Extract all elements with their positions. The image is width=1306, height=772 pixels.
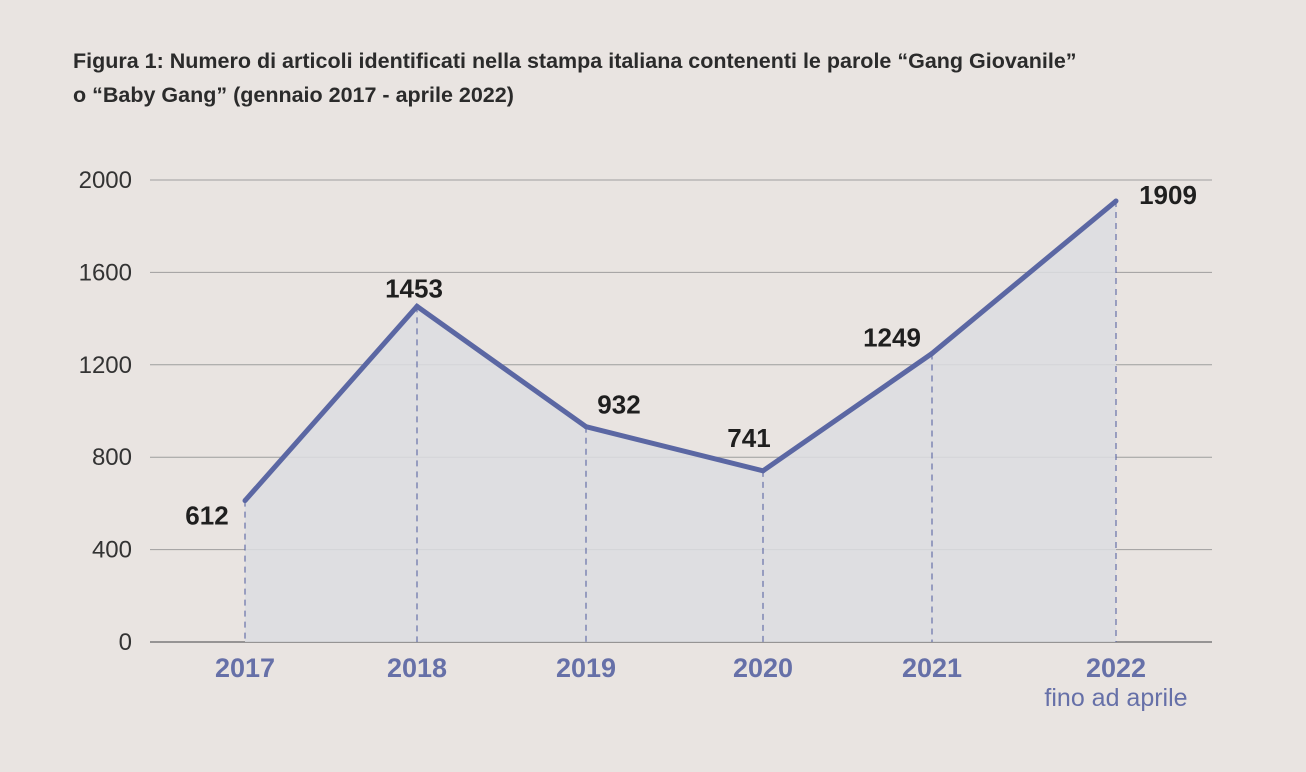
x-category-label-2019: 2019 — [556, 653, 616, 683]
y-tick-label: 0 — [119, 629, 132, 656]
data-label-2019: 932 — [597, 390, 640, 420]
chart-title: Figura 1: Numero di articoli identificat… — [73, 44, 1273, 112]
chart-title-line-1: Figura 1: Numero di articoli identificat… — [73, 49, 1077, 73]
y-tick-label: 800 — [92, 444, 132, 471]
x-category-note: fino ad aprile — [1044, 684, 1187, 712]
data-label-2020: 741 — [727, 423, 770, 453]
x-category-label-2021: 2021 — [902, 653, 962, 683]
data-labels: 612 1453 932 741 1249 1909 — [185, 180, 1197, 531]
y-tick-label: 400 — [92, 537, 132, 564]
y-tick-label: 1600 — [79, 259, 132, 286]
data-label-2017: 612 — [185, 501, 228, 531]
data-point-2018 — [414, 303, 420, 309]
area-fill-shape — [245, 201, 1116, 642]
data-point-2022 — [1113, 198, 1119, 204]
data-point-2019 — [583, 424, 589, 430]
data-label-2018: 1453 — [385, 273, 443, 303]
data-point-2020 — [760, 468, 766, 474]
x-category-label-2022: 2022 — [1086, 653, 1146, 683]
x-category-label-2017: 2017 — [215, 653, 275, 683]
data-label-2022: 1909 — [1139, 180, 1197, 210]
data-point-2017 — [242, 498, 248, 504]
y-axis-tick-labels: 0 400 800 1200 1600 2000 — [79, 167, 132, 656]
series-polyline — [243, 199, 1118, 503]
series-line — [242, 198, 1119, 504]
drop-lines — [244, 201, 1117, 642]
area-fill — [245, 201, 1116, 642]
chart-title-line-2: o “Baby Gang” (gennaio 2017 - aprile 202… — [73, 83, 514, 107]
x-category-label-2020: 2020 — [733, 653, 793, 683]
x-category-label-2018: 2018 — [387, 653, 447, 683]
data-point-2021 — [929, 350, 935, 356]
y-tick-label: 2000 — [79, 167, 132, 194]
y-tick-label: 1200 — [79, 352, 132, 379]
data-label-2021: 1249 — [863, 322, 921, 352]
